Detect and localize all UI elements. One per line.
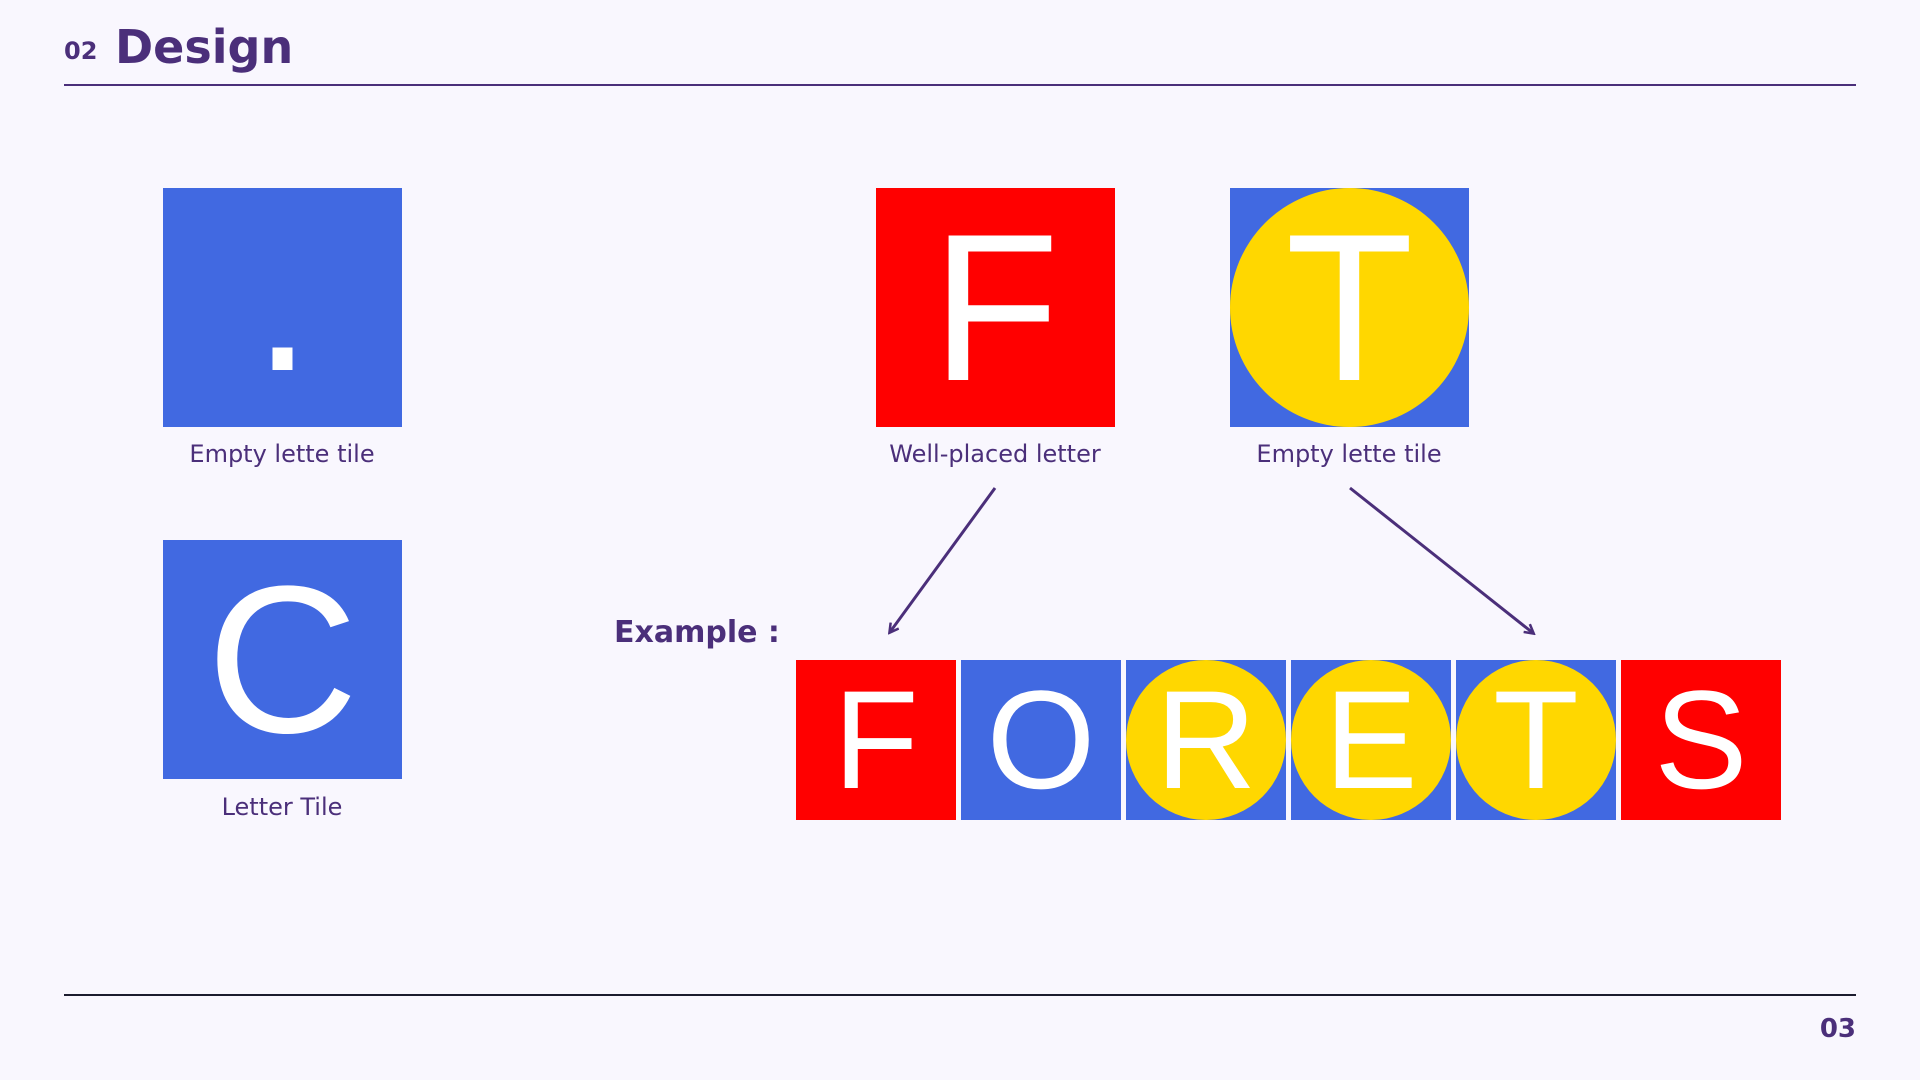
example-tile: S	[1621, 660, 1781, 820]
tile-letter: C	[206, 541, 359, 777]
yellow-circle	[1126, 660, 1286, 820]
empty-letter-tile-caption: Empty lette tile	[189, 440, 375, 468]
page-number: 03	[1819, 1014, 1856, 1044]
yellow-circle	[1291, 660, 1451, 820]
tile-letter: T	[1285, 189, 1414, 425]
misplaced-letter-tile: T	[1230, 188, 1469, 427]
example-tile: F	[796, 660, 956, 820]
section-number: 02	[64, 37, 98, 65]
well-placed-letter-tile: F	[876, 188, 1115, 427]
tile-letter: O	[986, 661, 1096, 818]
example-tile: O	[961, 660, 1121, 820]
example-tile: E	[1291, 660, 1451, 820]
page-title: Design	[115, 20, 294, 74]
yellow-circle	[1456, 660, 1616, 820]
empty-letter-tile: .	[163, 188, 402, 427]
example-tile: T	[1456, 660, 1616, 820]
letter-tile-caption: Letter Tile	[221, 793, 343, 821]
yellow-circle	[1230, 188, 1469, 427]
well-placed-letter-caption: Well-placed letter	[889, 440, 1101, 468]
tile-letter: R	[1155, 661, 1257, 818]
example-tile: R	[1126, 660, 1286, 820]
letter-tile: C	[163, 540, 402, 779]
tile-letter: F	[931, 189, 1060, 425]
misplaced-letter-caption: Empty lette tile	[1256, 440, 1442, 468]
arrow-to-misplaced	[1349, 486, 1533, 633]
example-label: Example :	[614, 615, 780, 650]
tile-letter: F	[833, 661, 919, 818]
tile-letter: S	[1654, 661, 1748, 818]
tile-letter: E	[1324, 661, 1418, 818]
footer-divider	[64, 994, 1856, 996]
arrow-to-well-placed	[890, 487, 997, 632]
tile-letter: .	[253, 188, 312, 415]
tile-letter: T	[1493, 661, 1579, 818]
header-divider	[64, 84, 1856, 86]
